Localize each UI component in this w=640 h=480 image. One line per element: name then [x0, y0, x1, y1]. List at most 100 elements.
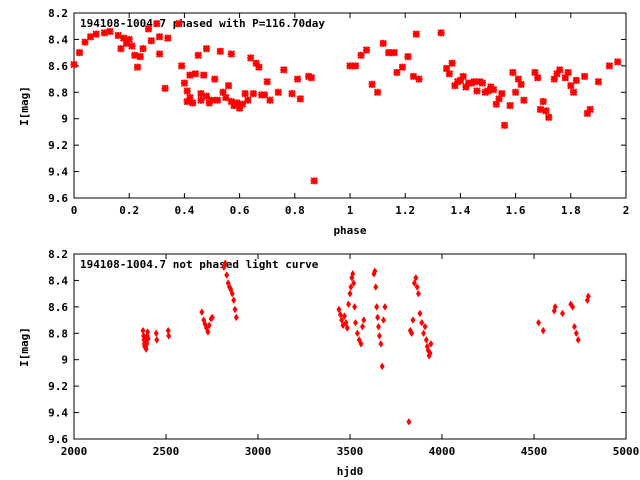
data-point	[209, 313, 215, 322]
data-point	[520, 96, 528, 104]
data-point	[421, 329, 427, 338]
data-point	[280, 66, 288, 74]
data-point	[451, 81, 459, 90]
data-point	[211, 75, 219, 83]
data-point	[197, 89, 205, 98]
data-point	[200, 71, 208, 79]
data-point	[415, 75, 423, 83]
data-point	[106, 27, 114, 36]
data-point	[573, 329, 579, 338]
data-point	[114, 31, 122, 40]
data-point	[125, 35, 133, 44]
data-point	[293, 75, 302, 83]
y-tick-label: 9.6	[48, 433, 68, 446]
data-point	[536, 318, 542, 327]
y-tick-label: 8.8	[48, 86, 68, 99]
data-point	[144, 25, 153, 33]
data-point	[92, 30, 100, 38]
data-point	[235, 104, 244, 112]
x-tick-label: 0	[71, 204, 78, 217]
data-point	[428, 340, 434, 348]
data-point	[575, 336, 581, 344]
data-point	[143, 345, 149, 353]
data-point	[197, 96, 205, 104]
data-point	[352, 303, 358, 311]
data-point	[351, 279, 357, 287]
data-point	[415, 289, 421, 298]
data-point	[378, 340, 384, 348]
x-axis-label: phase	[333, 224, 366, 237]
data-point	[580, 72, 589, 81]
data-point	[594, 78, 603, 86]
x-tick-label: 0.4	[174, 204, 194, 217]
data-point	[75, 48, 84, 57]
data-point	[238, 100, 247, 108]
data-point	[553, 70, 561, 78]
y-tick-label: 9	[61, 113, 68, 126]
data-point	[375, 313, 381, 322]
data-point	[86, 33, 95, 41]
x-axis-label: hjd0	[337, 465, 364, 478]
chart-title: 194108-1004.7 phased with P=116.70day	[80, 17, 325, 30]
tick-group: 2000 2500 3000 3500 4000 4500 5000 8.2 8.4 8.6 8.8…	[48, 248, 639, 458]
data-point	[340, 321, 346, 330]
data-point	[194, 51, 202, 59]
data-point	[540, 326, 546, 335]
data-point	[453, 78, 462, 86]
data-point	[409, 329, 415, 338]
data-point	[274, 88, 282, 96]
data-point	[459, 72, 467, 81]
data-point	[509, 68, 517, 77]
data-point	[489, 85, 498, 94]
data-point	[445, 70, 454, 78]
data-point	[564, 68, 572, 77]
data-point	[484, 87, 492, 95]
x-tick-label: 3000	[245, 445, 272, 458]
data-point	[495, 95, 503, 103]
data-point	[153, 19, 161, 28]
x-tick-label: 1.4	[450, 204, 470, 217]
data-point	[81, 38, 89, 46]
data-point	[206, 321, 212, 330]
data-point	[423, 336, 429, 344]
data-point	[183, 87, 191, 95]
data-point	[337, 311, 343, 319]
data-point	[199, 308, 205, 316]
data-point	[307, 74, 316, 82]
data-point	[550, 75, 558, 83]
data-point	[231, 296, 237, 304]
x-tick-label: 4500	[521, 445, 548, 458]
data-point	[419, 318, 425, 327]
data-point	[605, 62, 614, 70]
data-point	[362, 46, 371, 54]
data-point	[500, 121, 509, 130]
data-point	[128, 42, 136, 50]
data-point	[339, 316, 345, 324]
y-axis-label: I[mag]	[18, 86, 31, 126]
x-tick-label: 0.6	[230, 204, 250, 217]
data-point	[154, 336, 160, 344]
y-tick-label: 8.6	[48, 301, 68, 314]
unphased-light-curve-panel: 194108-1004.7 not phased light curve hjd…	[18, 248, 639, 478]
y-tick-label: 9.2	[48, 139, 68, 152]
data-point	[478, 79, 487, 87]
data-point	[390, 48, 398, 57]
data-point	[266, 96, 274, 104]
data-point	[506, 101, 514, 110]
data-point	[570, 303, 576, 311]
data-point	[165, 326, 171, 335]
data-point	[556, 66, 564, 74]
data-point	[263, 78, 271, 86]
data-point	[346, 300, 352, 308]
x-tick-label: 0.2	[119, 204, 139, 217]
data-point	[481, 88, 489, 96]
data-point	[241, 89, 249, 98]
y-tick-label: 9.4	[48, 166, 68, 179]
data-point	[586, 105, 594, 114]
data-point	[147, 37, 155, 45]
data-point	[232, 305, 238, 314]
data-point	[545, 113, 553, 122]
data-point	[202, 92, 211, 100]
data-point	[379, 362, 385, 371]
plot-frame	[73, 12, 627, 199]
